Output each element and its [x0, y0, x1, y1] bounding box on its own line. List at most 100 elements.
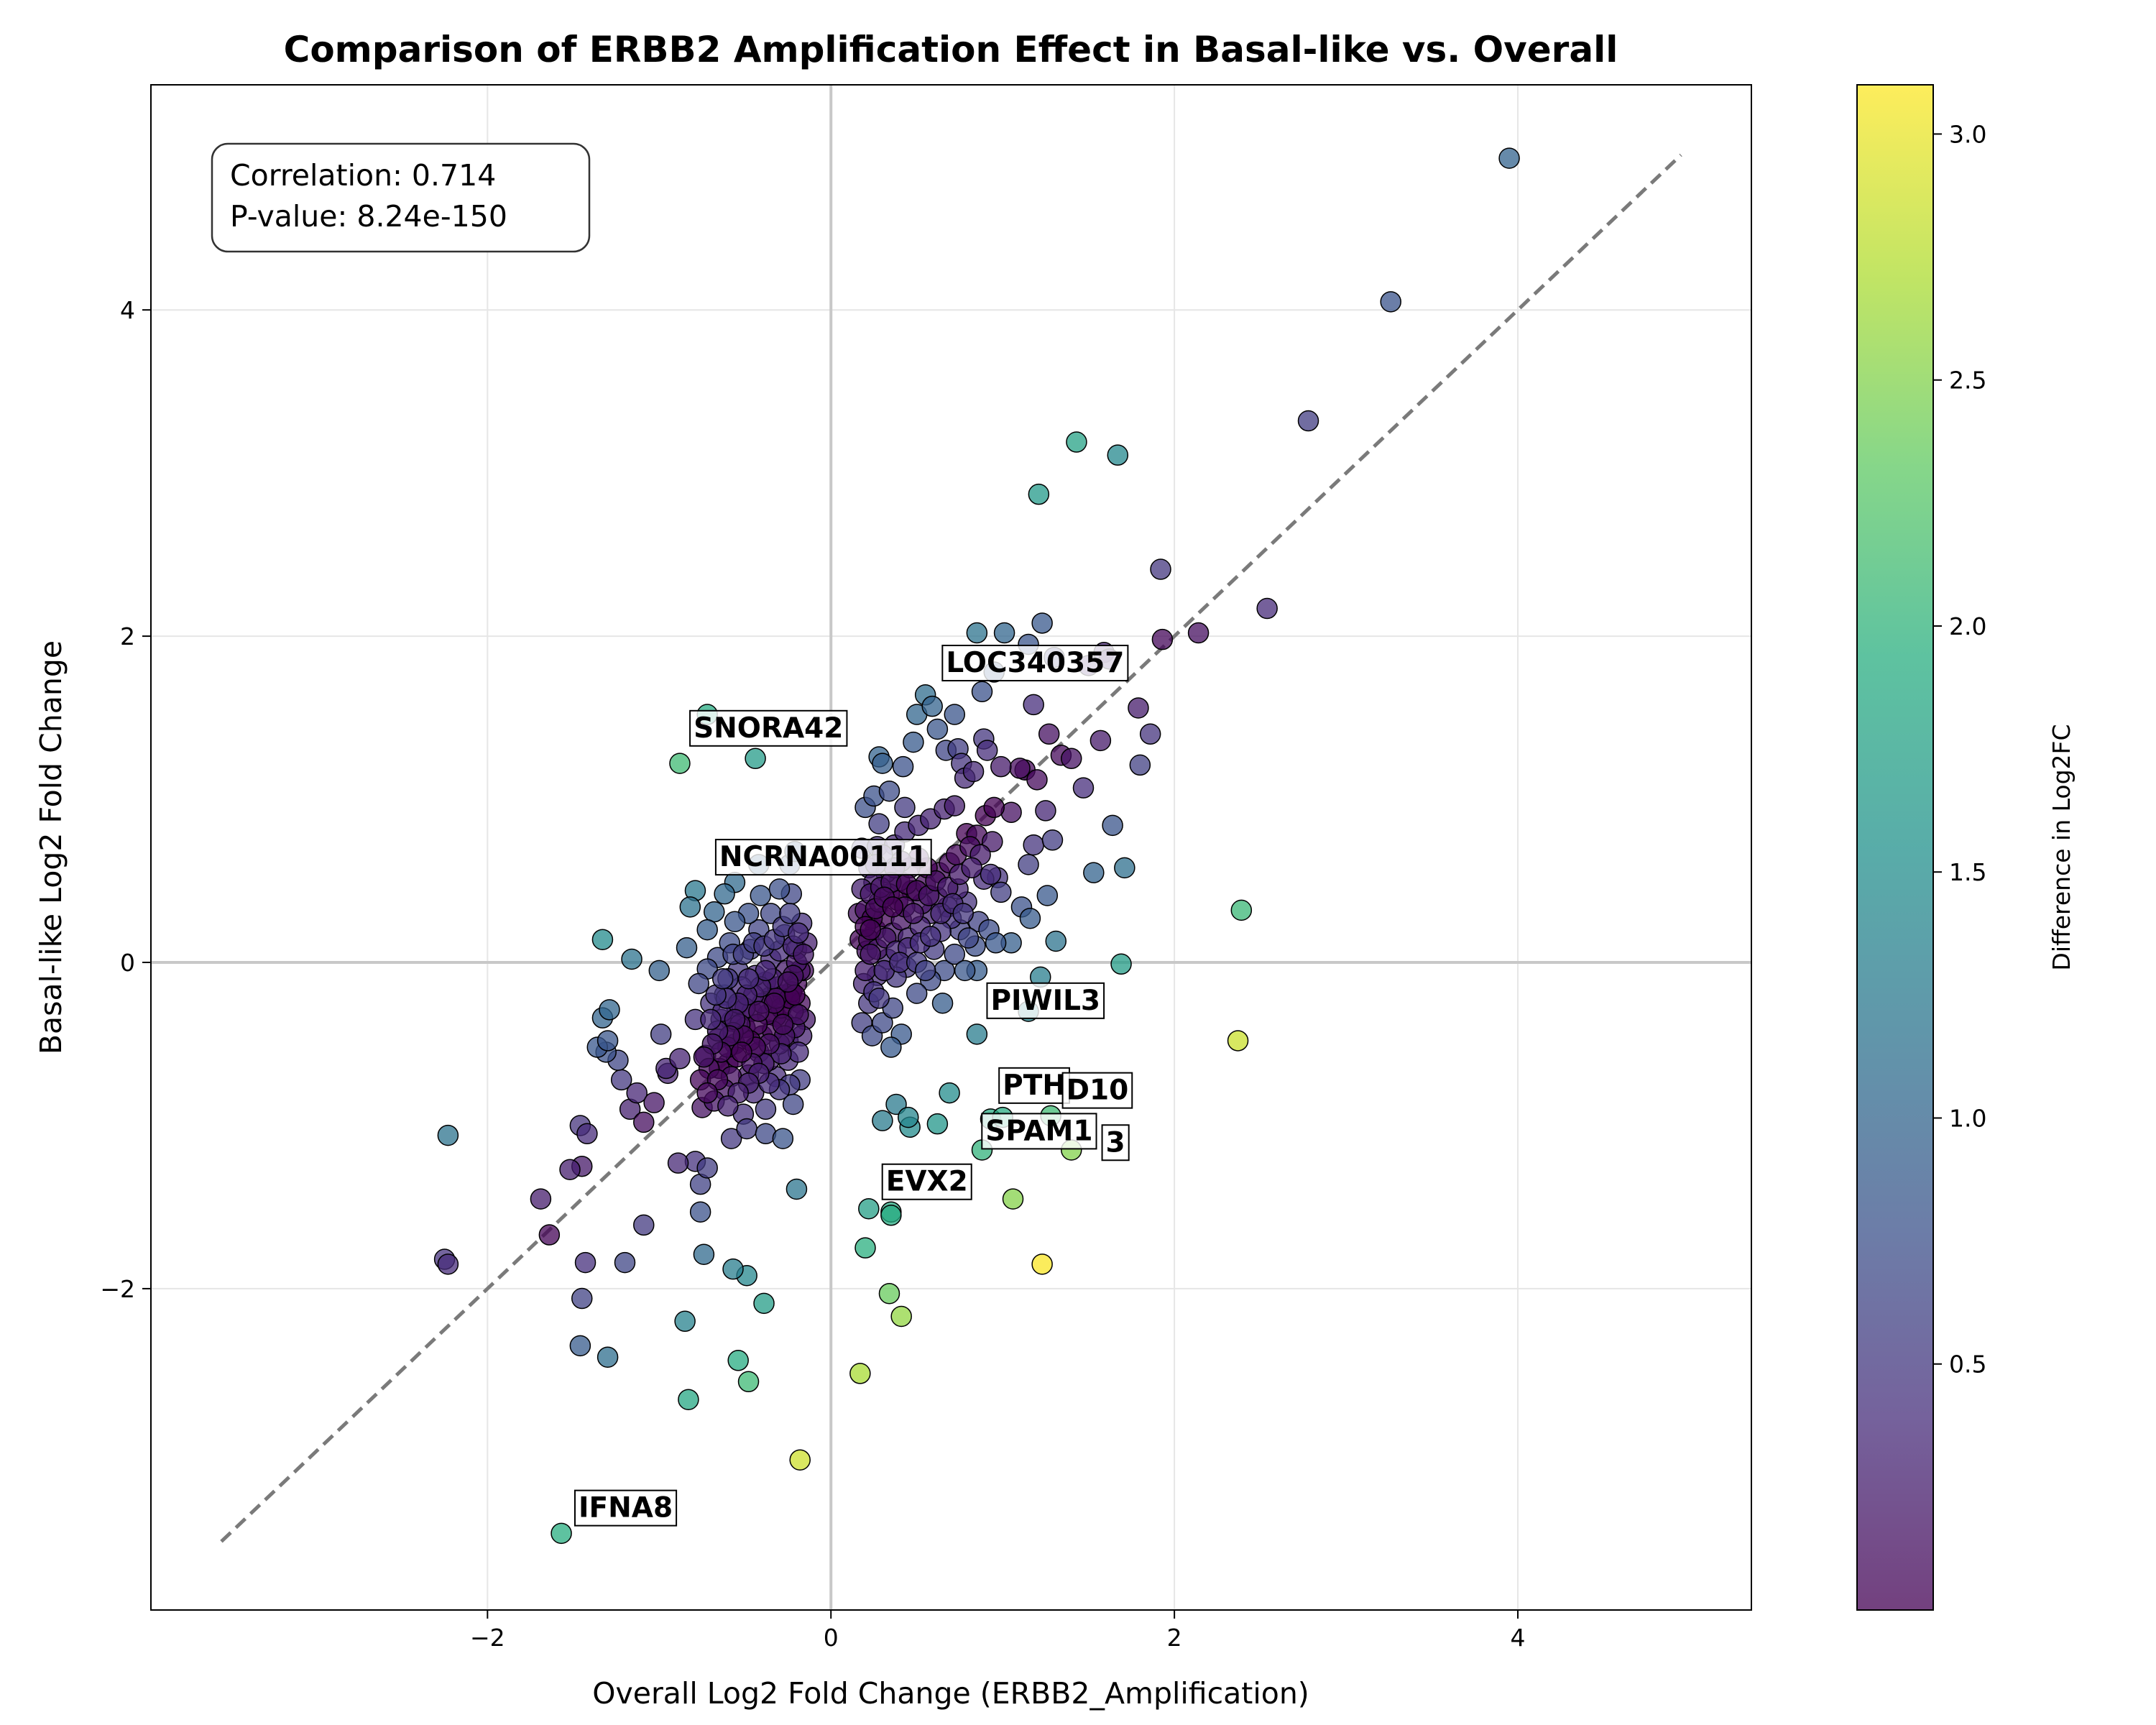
scatter-point: [1297, 410, 1319, 432]
scatter-point: [1028, 483, 1050, 505]
colorbar-tick-label: 2.0: [1949, 612, 1986, 640]
scatter-point: [772, 1128, 794, 1149]
stats-correlation: Correlation: 0.714: [230, 158, 496, 193]
colorbar-frame: [1856, 84, 1934, 1611]
scatter-point: [860, 919, 881, 941]
scatter-point: [676, 937, 698, 959]
point-label-text: NCRNA00111: [719, 841, 928, 873]
scatter-point: [650, 1024, 672, 1045]
scatter-point: [976, 740, 998, 761]
scatter-point: [1045, 930, 1067, 952]
scatter-point: [966, 622, 988, 644]
scatter-point: [731, 1041, 752, 1063]
scatter-point: [669, 753, 691, 774]
scatter-point: [679, 896, 701, 918]
scatter-point: [1019, 907, 1041, 929]
point-label-box: [1061, 1072, 1133, 1109]
scatter-point: [926, 718, 949, 740]
colorbar-tick-label: 0.5: [1949, 1351, 1986, 1379]
point-label-box: [689, 709, 848, 747]
scatter-point: [878, 780, 900, 802]
x-tick-label: 2: [1167, 1624, 1182, 1652]
scatter-point: [768, 878, 791, 900]
point-label-text: IFNA8: [579, 1492, 673, 1524]
scatter-point: [944, 943, 966, 965]
scatter-point: [1002, 1188, 1024, 1210]
scatter-point: [596, 1346, 619, 1368]
point-label: LOC340357: [941, 645, 1129, 682]
scatter-point: [993, 622, 1015, 644]
scatter-point: [903, 903, 924, 924]
scatter-point: [689, 1201, 711, 1223]
point-label-box: [573, 1489, 678, 1527]
scatter-point: [599, 999, 620, 1021]
scatter-point: [954, 960, 976, 982]
scatter-point: [437, 1124, 459, 1146]
scatter-point: [1083, 862, 1105, 883]
scatter-point: [985, 932, 1007, 954]
annotations: LOC340357 SNORA42 NCRNA00111 PIWIL3 PTH D10 SP…: [573, 645, 1133, 1527]
colorbar-ticks: 0.5 1.0 1.5 2.0 2.5 3.0: [1933, 120, 1986, 1379]
scatter-point: [678, 1389, 699, 1410]
scatter-point: [667, 1152, 689, 1174]
scatter-point: [693, 1046, 715, 1068]
scatter-point: [750, 885, 772, 906]
scatter-point: [990, 881, 1012, 903]
point-label: SNORA42: [689, 709, 848, 747]
scatter-point: [1128, 697, 1149, 719]
scatter-point: [777, 971, 799, 993]
scatter-point: [957, 927, 980, 949]
scatter-point: [971, 681, 993, 703]
scatter-point: [1114, 857, 1135, 879]
scatter-point: [878, 1282, 900, 1305]
colorbar-title: Difference in Log2FC: [2047, 724, 2076, 970]
point-label-box: [881, 1163, 972, 1200]
x-tick-label: 0: [824, 1624, 839, 1652]
scatter-point: [944, 704, 966, 725]
scatter-point: [714, 883, 735, 905]
point-label-box: [714, 839, 932, 876]
scatter-point: [1066, 431, 1087, 453]
scatter-point: [944, 795, 966, 816]
point-label: IFNA8: [573, 1489, 678, 1527]
scatter-point: [1151, 628, 1174, 650]
colorbar-tick-label: 3.0: [1949, 120, 1986, 148]
scatter-point: [983, 796, 1005, 819]
scatter-point: [880, 1036, 902, 1058]
scatter-point: [872, 753, 893, 774]
scatter-point: [868, 813, 890, 834]
scatter-point: [696, 919, 718, 941]
scatter-point: [1187, 622, 1210, 644]
point-label-text: PTH: [1003, 1070, 1066, 1102]
scatter-point: [1038, 723, 1060, 745]
scatter-point: [854, 1237, 876, 1259]
scatter-point: [711, 967, 734, 990]
scatter-point: [1035, 800, 1056, 822]
colorbar-tick-label: 2.5: [1949, 367, 1986, 395]
x-tick-label: −2: [470, 1624, 505, 1652]
scatter-point: [894, 796, 916, 819]
scatter-point: [610, 1069, 632, 1091]
y-tick-label: −2: [100, 1275, 135, 1303]
scatter-point: [882, 896, 904, 918]
scatter-point: [727, 1350, 749, 1371]
scatter-point: [696, 1157, 718, 1179]
point-label-box: [998, 1067, 1071, 1104]
colorbar-tick-label: 1.5: [1949, 858, 1986, 886]
scatter-point: [1230, 899, 1253, 921]
scatter-point: [1061, 748, 1082, 770]
x-axis-title: Overall Log2 Fold Change (ERBB2_Amplific…: [592, 1676, 1309, 1711]
scatter-point: [890, 1305, 912, 1328]
scatter-point: [571, 1287, 593, 1310]
y-tick-label: 2: [120, 622, 135, 650]
scatter-point: [1150, 558, 1171, 580]
scatter-point: [858, 1197, 880, 1220]
point-label-text: SNORA42: [694, 712, 843, 745]
scatter-point: [538, 1224, 561, 1246]
scatter-point: [643, 1092, 665, 1113]
scatter-point: [903, 731, 924, 753]
scatter-point: [966, 1024, 988, 1045]
stats-box-frame: [211, 142, 591, 253]
scatter-point: [669, 1048, 691, 1070]
scatter-point: [621, 948, 642, 970]
